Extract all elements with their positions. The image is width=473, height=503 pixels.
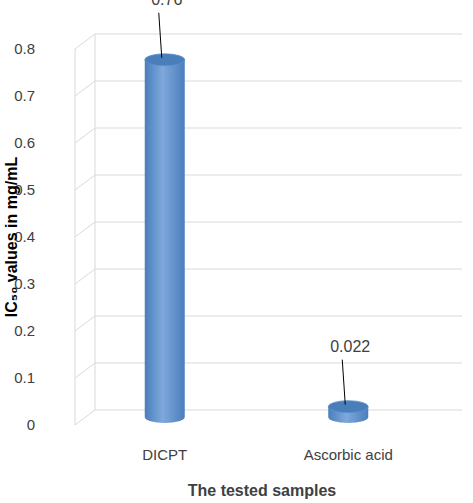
- data-label: 0.022: [330, 338, 370, 355]
- data-label: 0.76: [151, 0, 182, 8]
- grid-line: [75, 269, 462, 284]
- grid-line: [75, 316, 462, 331]
- grid-line: [75, 222, 462, 237]
- y-tick-label: 0: [27, 416, 35, 433]
- grid-line: [75, 34, 462, 49]
- data-labels: 0.76 0.022: [151, 0, 370, 405]
- x-tick-label: DICPT: [142, 446, 187, 463]
- x-tick-label: Ascorbic acid: [304, 446, 393, 463]
- y-tick-label: 0.7: [14, 87, 35, 104]
- grid-line: [75, 175, 462, 190]
- y-axis-title: IC₅₀ values in mg/mL: [3, 157, 20, 318]
- axis-line: [75, 49, 76, 425]
- bar-top: [328, 401, 368, 413]
- x-axis-title: The tested samples: [188, 482, 337, 499]
- bar-top: [145, 54, 185, 66]
- grid-line: [75, 363, 462, 378]
- chart: 00.10.20.30.40.50.60.70.80.760.022DICPTA…: [0, 0, 473, 503]
- y-tick-label: 0.8: [14, 40, 35, 57]
- y-tick-label: 0.2: [14, 322, 35, 339]
- axis-line: [95, 34, 96, 410]
- grid-line: [75, 410, 462, 425]
- y-tick-label: 0.6: [14, 134, 35, 151]
- leader-line: [159, 13, 162, 58]
- grid-line: [75, 128, 462, 143]
- y-tick-label: 0.1: [14, 369, 35, 386]
- bar: [145, 60, 185, 423]
- grid: [75, 34, 462, 425]
- grid-line: [75, 81, 462, 96]
- leader-line: [342, 360, 345, 405]
- bars: [145, 54, 369, 423]
